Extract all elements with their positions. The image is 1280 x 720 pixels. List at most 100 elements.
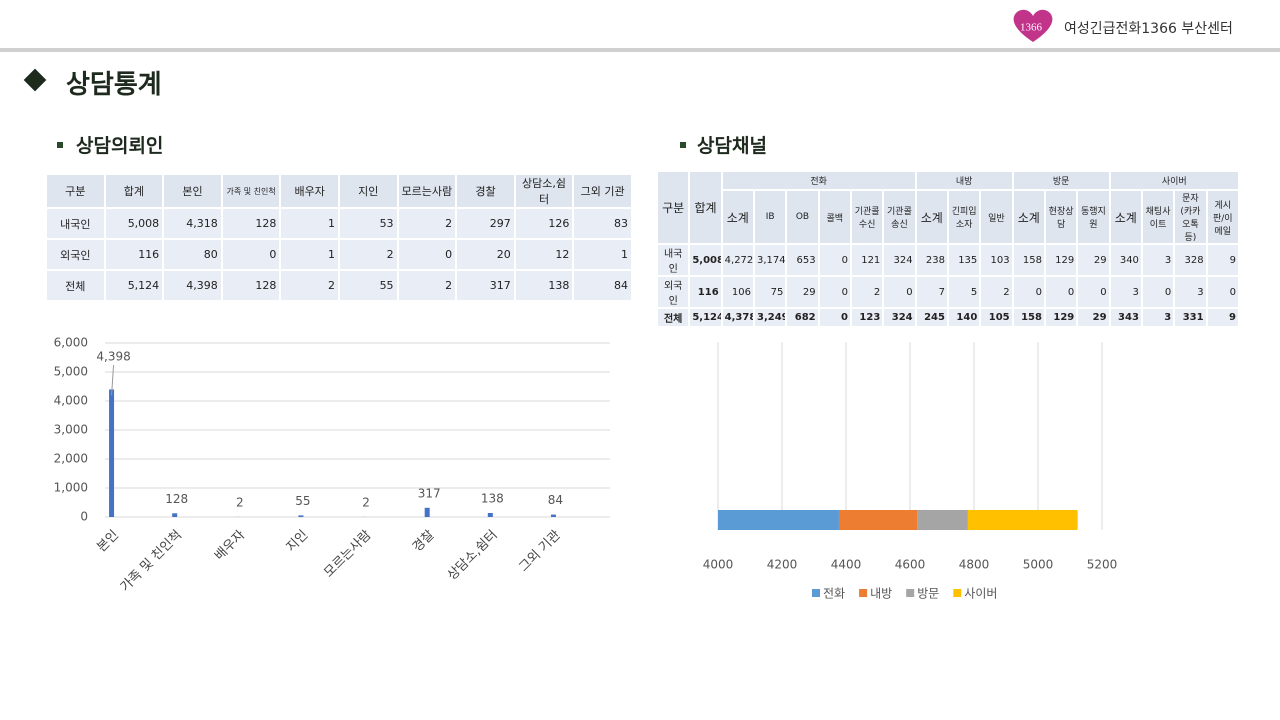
data-cell: 0	[1011, 275, 1046, 309]
sub-header: IB	[752, 189, 788, 245]
sub-header: 기관콜수신	[849, 189, 885, 245]
logo-text: 1366	[1020, 22, 1043, 34]
data-cell: 3,249	[752, 307, 788, 328]
y-tick-label: 0	[80, 510, 88, 524]
data-cell: 2	[337, 238, 399, 271]
header-cell: 구분	[45, 173, 106, 209]
data-cell: 0	[1205, 275, 1241, 309]
data-cell: 328	[1173, 243, 1208, 277]
value-label: 4,398	[96, 350, 130, 364]
value-label: 2	[362, 495, 370, 509]
data-cell: 123	[849, 307, 885, 328]
data-cell: 84	[572, 269, 633, 302]
title-bullet	[23, 68, 47, 92]
section-title: 상담의뢰인	[76, 135, 164, 157]
data-row: 전체 5,124 4,378 3,249 682 0 123 324 245 140 105 158 1…	[655, 307, 1241, 328]
data-cell: 0	[1140, 275, 1176, 309]
data-cell: 343	[1108, 307, 1143, 328]
data-cell: 2	[396, 207, 458, 240]
header-cell: 상담소,쉼터	[513, 173, 575, 209]
data-cell: 29	[1076, 243, 1111, 277]
bar	[487, 512, 493, 517]
data-cell: 317	[455, 269, 516, 302]
x-tick-label: 4000	[703, 558, 734, 572]
section-bullet	[680, 142, 686, 148]
section-bullet	[57, 142, 63, 148]
data-cell: 158	[1011, 307, 1046, 328]
data-row: 외국인 116 80 0 1 2 0 20 12 1	[45, 238, 633, 271]
data-cell: 5	[946, 275, 982, 309]
x-tick-label: 가족 및 친인척	[118, 528, 185, 595]
data-cell: 5,124	[688, 307, 723, 328]
data-cell: 126	[513, 207, 575, 240]
data-cell: 외국인	[45, 238, 106, 271]
channel-chart: 4000 4200 4400 4600 4800 5000 5200 전화 내방 방문 사이버	[703, 342, 1117, 601]
bar	[298, 515, 304, 517]
y-tick-label: 1,000	[54, 481, 88, 495]
data-cell: 0	[817, 275, 852, 309]
data-cell: 내국인	[655, 243, 691, 277]
legend-swatch	[812, 589, 820, 597]
data-cell: 3,174	[752, 243, 788, 277]
sub-header: 기관콜송신	[882, 189, 917, 245]
data-cell: 0	[396, 238, 458, 271]
data-cell: 1	[279, 238, 340, 271]
data-cell: 0	[1076, 275, 1111, 309]
x-tick-label: 모르는사람	[321, 528, 374, 581]
data-cell: 0	[220, 238, 282, 271]
header-cell: 합계	[688, 170, 723, 245]
leader-line	[111, 364, 115, 396]
group-header: 사이버	[1108, 170, 1241, 191]
legend-swatch	[953, 589, 962, 597]
value-label: 128	[165, 492, 188, 506]
data-cell: 1	[279, 207, 340, 240]
data-cell: 83	[572, 207, 633, 240]
data-cell: 전체	[45, 269, 106, 302]
data-cell: 0	[1043, 275, 1079, 309]
data-cell: 331	[1173, 307, 1208, 328]
sub-header: 게시판/이메일	[1205, 189, 1241, 245]
x-tick-label: 경찰	[410, 528, 438, 556]
value-label: 2	[236, 495, 244, 509]
bar-segment	[967, 510, 1078, 530]
sub-header: 문자(카카오톡등)	[1173, 189, 1208, 245]
data-cell: 0	[817, 307, 852, 328]
bar	[424, 507, 430, 517]
group-header: 내방	[914, 170, 1014, 191]
data-cell: 4,318	[162, 207, 223, 240]
y-tick-label: 4,000	[54, 394, 88, 408]
bar	[172, 513, 178, 517]
data-cell: 5,124	[103, 269, 165, 302]
data-cell: 4,398	[162, 269, 223, 302]
sub-header: 채팅사이트	[1140, 189, 1176, 245]
data-row: 내국인 5,008 4,318 128 1 53 2 297 126 83	[45, 207, 633, 240]
data-cell: 340	[1108, 243, 1143, 277]
org-name: 여성긴급전화1366 부산센터	[1064, 21, 1233, 37]
data-row: 외국인 116 106 75 29 0 2 0 7 5 2 0 0 0 3 0 3 0	[655, 275, 1241, 309]
data-cell: 324	[882, 243, 917, 277]
page-title: 상담통계	[66, 70, 162, 100]
group-header: 전화	[720, 170, 917, 191]
y-tick-label: 6,000	[54, 336, 88, 350]
data-cell: 7	[914, 275, 949, 309]
x-tick-label: 배우자	[212, 528, 248, 564]
data-cell: 106	[720, 275, 755, 309]
sub-header: 소계	[914, 189, 949, 245]
value-label: 84	[548, 493, 563, 507]
data-cell: 135	[946, 243, 982, 277]
channel-table: 구분 합계 전화 내방 방문 사이버 소계 IB OB 콜백 기관콜수신 기관콜송신 소계 긴피입소자 일반…	[655, 170, 1241, 328]
y-tick-label: 5,000	[54, 365, 88, 379]
data-cell: 3	[1140, 243, 1176, 277]
sub-header: OB	[785, 189, 820, 245]
data-cell: 138	[513, 269, 575, 302]
data-cell: 53	[337, 207, 399, 240]
sub-header: 일반	[979, 189, 1014, 245]
header-cell: 모르는사람	[396, 173, 458, 209]
header-row: 소계 IB OB 콜백 기관콜수신 기관콜송신 소계 긴피입소자 일반 소계 현장상담 동행지원 소계 채…	[657, 189, 1241, 245]
data-cell: 외국인	[655, 275, 691, 309]
legend-label: 내방	[870, 587, 892, 601]
data-cell: 1	[572, 238, 633, 271]
data-cell: 4,378	[720, 307, 755, 328]
data-cell: 128	[220, 269, 282, 302]
x-tick-label: 그외 기관	[516, 528, 563, 575]
